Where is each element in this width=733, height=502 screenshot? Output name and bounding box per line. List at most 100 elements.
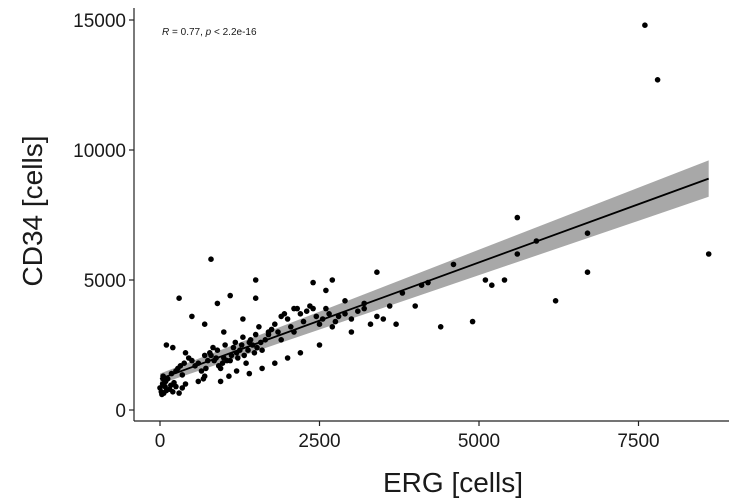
data-point <box>201 321 208 328</box>
data-point <box>219 360 226 367</box>
data-point <box>469 318 476 325</box>
data-point <box>367 321 374 328</box>
data-point <box>247 337 254 343</box>
points-layer <box>157 22 712 398</box>
data-point <box>272 360 278 367</box>
data-point <box>230 344 237 351</box>
x-tick-label: 2500 <box>298 431 340 452</box>
data-point <box>179 372 186 378</box>
data-point <box>252 277 259 283</box>
data-point <box>450 261 457 268</box>
data-point <box>221 329 227 335</box>
data-point <box>246 370 253 377</box>
data-point <box>189 313 195 320</box>
data-point <box>243 360 249 367</box>
data-point <box>284 355 291 361</box>
regression-line <box>159 177 709 380</box>
data-point <box>348 329 355 335</box>
data-point <box>195 378 202 385</box>
annotation-p-label: p <box>205 27 212 38</box>
data-point <box>217 378 224 385</box>
data-point <box>227 292 233 299</box>
data-point <box>201 373 208 380</box>
data-point <box>380 316 387 322</box>
data-point <box>217 365 224 372</box>
annotation-p-value: < 2.2e-16 <box>211 27 257 38</box>
y-tick-label: 10000 <box>73 141 126 162</box>
data-point <box>254 344 260 351</box>
data-point <box>171 379 177 386</box>
data-point <box>176 390 182 396</box>
data-point <box>552 298 559 304</box>
data-point <box>514 251 521 257</box>
data-point <box>179 385 186 391</box>
x-tick-label: 0 <box>155 431 166 452</box>
data-point <box>159 391 165 398</box>
data-point <box>316 342 323 348</box>
data-point <box>313 313 320 320</box>
data-point <box>482 277 489 283</box>
data-point <box>176 295 182 302</box>
data-point <box>297 311 304 317</box>
data-point <box>386 303 393 309</box>
data-point <box>281 311 288 317</box>
data-point <box>316 321 323 328</box>
data-point <box>251 350 258 356</box>
data-point <box>240 316 246 322</box>
data-point <box>252 295 259 302</box>
data-point <box>642 22 648 29</box>
data-point <box>181 360 187 367</box>
data-point <box>303 308 310 315</box>
y-tick-label: 15000 <box>73 11 126 32</box>
data-point <box>437 324 444 330</box>
data-point <box>235 355 241 361</box>
correlation-annotation: R = 0.77, p < 2.2e-16 <box>162 27 257 38</box>
data-point <box>374 269 380 276</box>
data-point <box>393 321 399 328</box>
data-point <box>238 342 245 348</box>
data-point <box>163 342 170 348</box>
data-point <box>233 368 240 374</box>
regression-line-layer <box>159 177 709 380</box>
data-point <box>203 365 209 372</box>
data-point <box>332 318 339 325</box>
data-point <box>241 352 247 359</box>
y-tick-label: 5000 <box>84 271 126 292</box>
data-point <box>201 352 208 359</box>
data-point <box>214 300 221 307</box>
data-point <box>210 344 216 351</box>
data-point <box>170 389 176 395</box>
data-point <box>275 329 281 335</box>
data-point <box>361 305 368 312</box>
data-point <box>214 347 221 354</box>
data-point <box>227 357 233 364</box>
data-point <box>514 214 521 221</box>
data-point <box>288 324 294 330</box>
data-point <box>584 269 591 276</box>
data-point <box>252 331 259 338</box>
data-point <box>259 347 265 354</box>
data-point <box>226 373 232 380</box>
data-point <box>297 350 304 356</box>
data-point <box>348 316 355 322</box>
data-point <box>189 357 195 364</box>
data-point <box>310 279 316 286</box>
data-point <box>170 344 176 351</box>
data-point <box>208 352 214 359</box>
data-point <box>222 342 228 348</box>
data-point <box>284 316 291 322</box>
data-point <box>272 321 278 328</box>
data-point <box>240 334 246 341</box>
data-point <box>182 381 189 387</box>
data-point <box>584 230 591 236</box>
data-point <box>245 347 251 354</box>
data-point <box>326 311 332 317</box>
data-point <box>232 339 239 346</box>
data-point <box>329 277 336 283</box>
data-point <box>705 251 712 257</box>
y-axis-title: CD34 [cells] <box>17 136 48 287</box>
data-point <box>265 329 272 335</box>
data-point <box>654 77 661 83</box>
data-point <box>342 298 348 304</box>
